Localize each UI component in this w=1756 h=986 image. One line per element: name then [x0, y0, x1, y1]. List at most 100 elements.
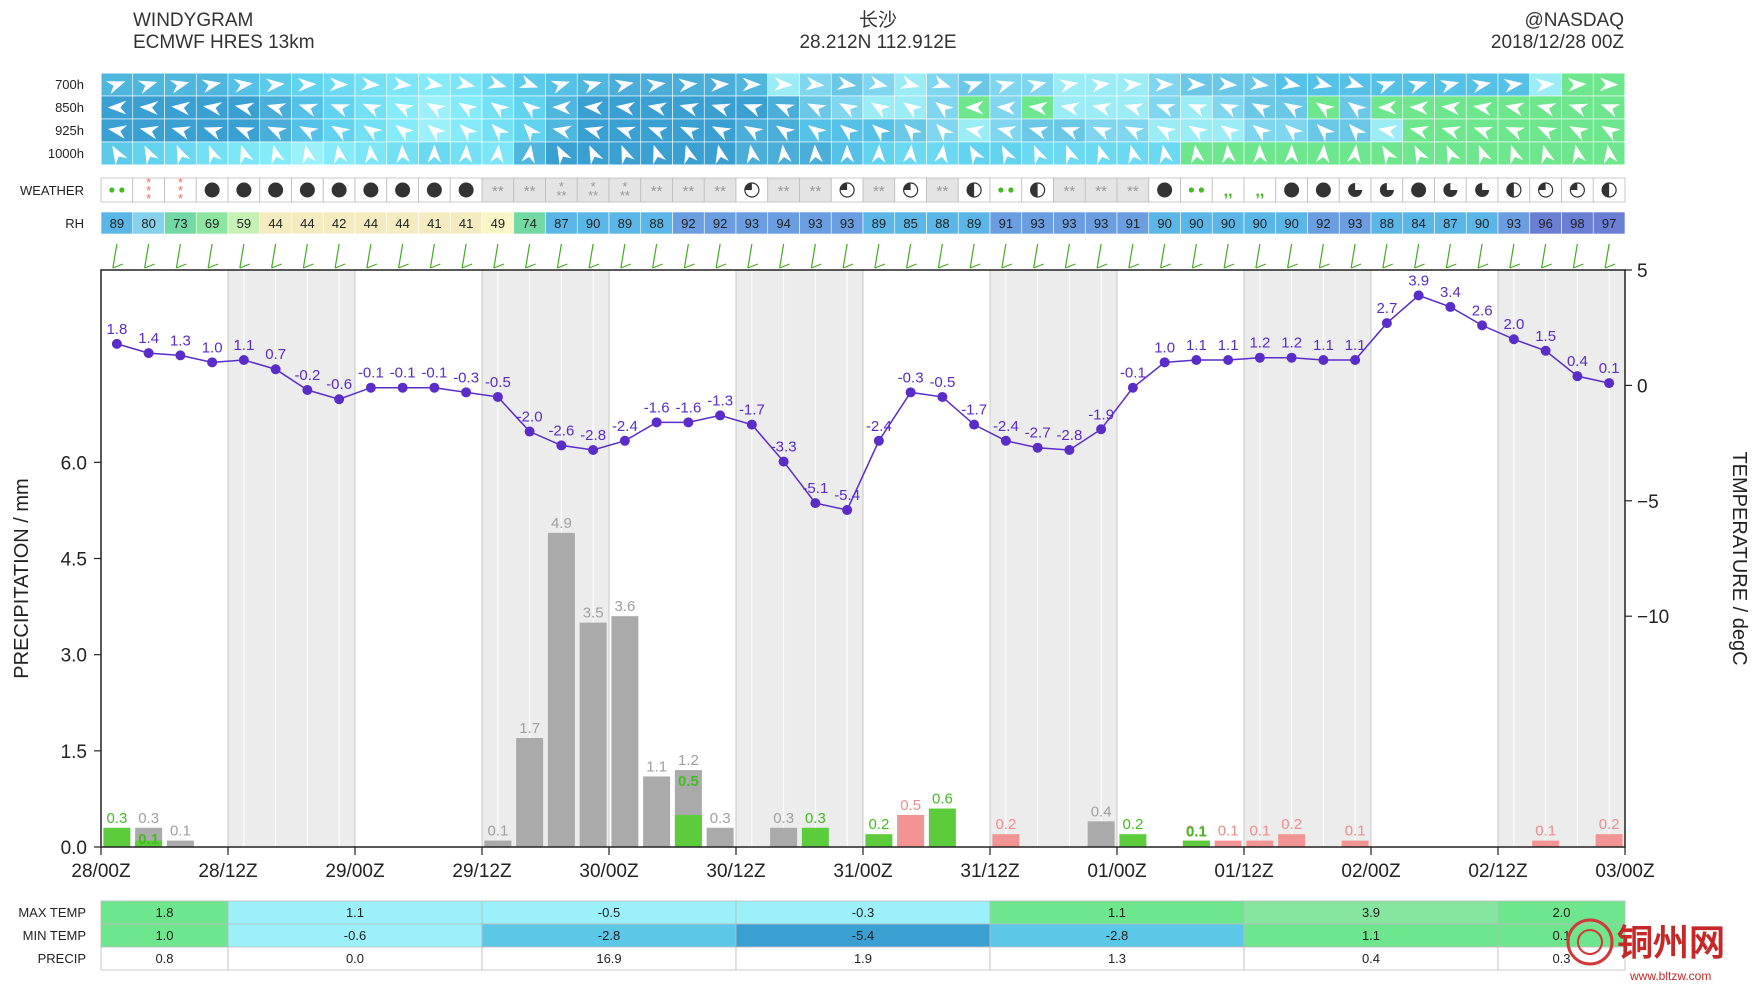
svg-text:*: * [146, 183, 151, 198]
precip-bar [1087, 821, 1115, 847]
wind-arrow-icon [743, 104, 763, 118]
wind-arrow-icon [1439, 80, 1460, 94]
temperature-point [1604, 378, 1615, 389]
wind-barb-icon [144, 243, 150, 269]
temperature-label: -1.6 [644, 399, 670, 416]
wind-barb-icon [683, 243, 689, 269]
snow-icon: ** [683, 183, 695, 200]
temperature-label: -2.0 [517, 409, 543, 426]
svg-text:*: * [146, 175, 151, 190]
wind-arrow-icon [1536, 103, 1557, 117]
left-axis-tick-label: 1.5 [61, 742, 87, 763]
author-handle: @NASDAQ [1524, 10, 1624, 31]
temperature-point [1350, 355, 1361, 366]
wind-barb-flag [842, 263, 854, 269]
wind-arrow-icon [746, 144, 761, 164]
rh-value: 90 [1221, 216, 1235, 231]
wind-arrow-icon [1541, 144, 1555, 165]
svg-text:*: * [178, 175, 183, 190]
svg-text:**: ** [873, 183, 885, 200]
wind-arrow-icon [427, 124, 446, 142]
wind-arrow-icon [518, 74, 539, 89]
precip-label: 0.1 [1218, 823, 1239, 840]
rh-value: 84 [1411, 216, 1425, 231]
wind-arrow-icon [1409, 101, 1429, 115]
x-axis-tick-label: 28/12Z [198, 861, 258, 882]
mostly-cloudy-icon [1348, 183, 1363, 197]
temperature-point [397, 382, 408, 393]
overcast-icon [1284, 182, 1300, 198]
wind-barb-icon [969, 243, 975, 269]
precip-bar [611, 616, 639, 847]
wind-barb-icon [1191, 243, 1197, 269]
rh-value: 73 [173, 216, 187, 231]
wind-barb-flag [112, 263, 124, 269]
wind-arrow-icon [1283, 102, 1304, 119]
wind-arrow-icon [1316, 124, 1335, 142]
rh-value: 49 [491, 216, 505, 231]
wind-arrow-icon [176, 145, 191, 165]
wind-arrow-icon [112, 145, 128, 165]
wind-arrow-icon [1315, 144, 1330, 164]
wind-barb-flag [176, 263, 187, 269]
wind-barb-icon [874, 243, 880, 269]
temperature-label: -1.3 [707, 392, 733, 409]
svg-text:*: * [559, 179, 564, 194]
wind-barb-icon [620, 243, 626, 269]
precip-bar [1119, 834, 1147, 847]
wind-barb-flag [1033, 263, 1044, 269]
wind-arrow-icon [203, 126, 224, 141]
wind-barb-icon [906, 243, 912, 269]
wind-arrow-icon [1284, 124, 1304, 142]
rain-dots-icon [1188, 187, 1204, 193]
wind-arrow-icon [997, 126, 1017, 140]
wind-barb-icon [493, 243, 499, 269]
wind-arrow-icon [302, 144, 317, 165]
wind-barb-icon [810, 243, 816, 269]
overcast-icon [426, 182, 442, 198]
precip-bar [992, 834, 1020, 847]
weather-cell [291, 177, 324, 203]
rh-value: 94 [776, 216, 790, 231]
temperature-label: -0.1 [1120, 365, 1146, 382]
wind-arrow-icon [935, 101, 954, 119]
left-axis-tick-label: 0.0 [61, 838, 87, 859]
summary-value: 0.3 [1552, 951, 1570, 966]
wind-arrow-icon [362, 103, 383, 118]
temperature-label: 0.4 [1567, 353, 1588, 370]
wind-barb-flag [1382, 263, 1394, 269]
wind-arrow-icon [807, 103, 827, 118]
wind-arrow-icon [299, 126, 319, 141]
wind-barb-icon [1572, 243, 1578, 269]
wind-arrow-icon [427, 144, 442, 163]
rh-value: 92 [681, 216, 695, 231]
snow-icon: ** [1127, 183, 1139, 200]
wind-barb-flag [398, 263, 409, 269]
wind-barb-flag [620, 263, 632, 269]
half-cloudy-icon [1601, 182, 1617, 198]
wind-arrow-icon [1478, 144, 1492, 165]
wind-arrow-icon [1504, 102, 1525, 117]
temperature-label: 2.0 [1503, 316, 1524, 333]
wind-arrow-icon [840, 144, 855, 163]
svg-text:*: * [146, 191, 151, 206]
pressure-level-label: 925h [55, 123, 84, 138]
temperature-point [1032, 442, 1043, 453]
wind-arrow-icon [1441, 101, 1461, 116]
wind-arrow-icon [1446, 145, 1461, 165]
wind-arrow-icon [1123, 78, 1142, 93]
wind-barb-icon [1382, 243, 1388, 269]
svg-text:,,: ,, [1255, 183, 1264, 200]
wind-barb-icon [1445, 243, 1451, 269]
wind-arrow-icon [836, 76, 857, 90]
wind-arrow-icon [1128, 144, 1142, 165]
weather-cell [545, 177, 578, 203]
temperature-label: 1.4 [138, 330, 159, 347]
precip-label: 0.3 [138, 810, 159, 827]
wind-arrow-icon [777, 144, 792, 164]
summary-value: -0.5 [598, 905, 620, 920]
wind-arrow-icon [963, 80, 983, 95]
snow-icon: ** [1064, 183, 1076, 200]
wind-arrow-icon [871, 144, 886, 164]
wind-arrow-icon [1315, 102, 1335, 119]
